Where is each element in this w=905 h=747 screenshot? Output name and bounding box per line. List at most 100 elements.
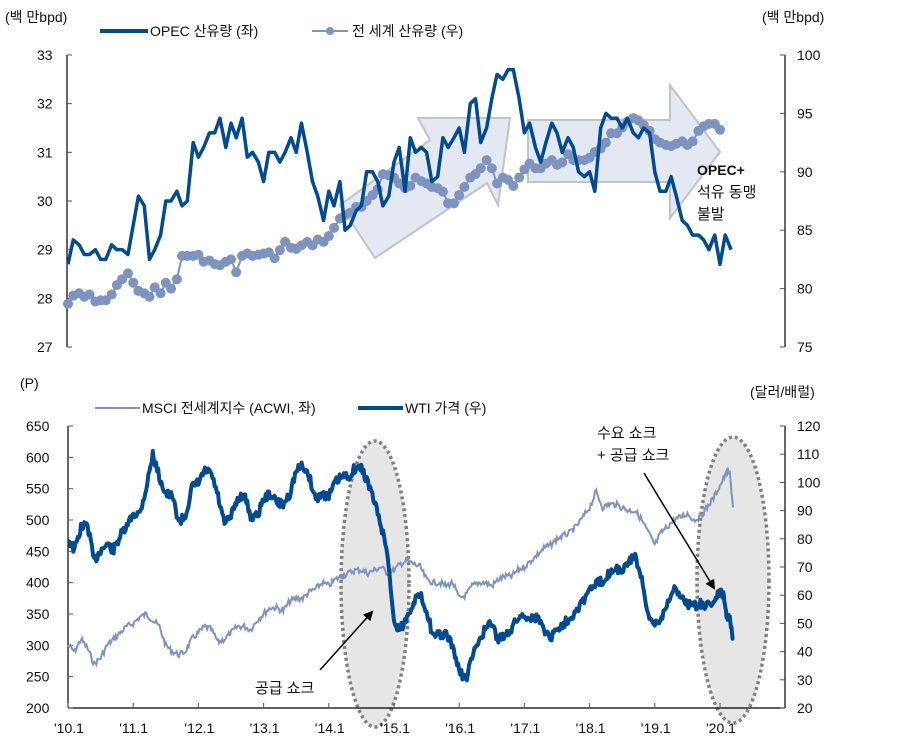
- top-left-tick-label: 30: [37, 193, 53, 209]
- top-left-tick-label: 29: [37, 242, 53, 258]
- world-production-point: [84, 289, 95, 300]
- top-right-tick-label: 75: [797, 339, 813, 355]
- opec-plus-annotation-line2: 석유 동맹: [697, 184, 756, 201]
- bottom-left-tick-label: 600: [26, 449, 50, 465]
- top-right-tick-label: 100: [797, 47, 821, 63]
- bottom-right-unit-label: (달러/배럴): [750, 384, 815, 400]
- world-production-point: [600, 137, 611, 148]
- world-production-point: [687, 136, 698, 147]
- world-production-point: [508, 180, 519, 191]
- bottom-right-tick-label: 90: [797, 503, 813, 519]
- bottom-right-tick-label: 60: [797, 587, 813, 603]
- world-production-point: [448, 198, 459, 209]
- bottom-right-tick-label: 110: [797, 446, 820, 462]
- top-series: [63, 67, 733, 309]
- top-axes: 33 32 31 30 29 28 27 100 95 90 85 80 75: [37, 47, 821, 355]
- bottom-right-tick-label: 70: [797, 559, 813, 575]
- bottom-x-tick-label: '18.1: [576, 720, 606, 736]
- top-left-tick-label: 32: [37, 96, 53, 112]
- world-production-point: [274, 245, 285, 256]
- bottom-x-tick-label: '12.1: [184, 720, 214, 736]
- bottom-left-tick-label: 300: [26, 637, 50, 653]
- world-production-point: [323, 231, 334, 242]
- bottom-left-tick-label: 500: [26, 512, 50, 528]
- demand-shock-label: 수요 쇼크: [597, 425, 656, 442]
- top-right-unit-label: (백 만bpd): [762, 9, 824, 25]
- top-left-tick-label: 33: [37, 47, 53, 63]
- bottom-right-tick-label: 100: [797, 474, 821, 490]
- bottom-left-tick-label: 250: [26, 669, 50, 685]
- world-production-point: [329, 222, 340, 233]
- demand-supply-shock-highlight: [695, 435, 771, 725]
- top-left-tick-label: 27: [37, 339, 53, 355]
- supply-shock-arrow: [319, 610, 374, 671]
- legend-world-label: 전 세계 산유량 (우): [352, 23, 463, 39]
- bottom-chart: (P) (달러/배럴) MSCI 전세계지수 (ACWI, 좌) WTI 가격 …: [20, 375, 821, 736]
- bottom-left-tick-label: 650: [26, 418, 50, 434]
- bottom-left-tick-label: 350: [26, 606, 50, 622]
- bottom-series: [67, 449, 735, 683]
- bottom-right-tick-label: 40: [797, 644, 813, 660]
- top-chart: (백 만bpd) (백 만bpd) OPEC 산유량 (좌) 전 세계 산유량 …: [5, 9, 824, 355]
- bottom-right-tick-label: 50: [797, 615, 813, 631]
- opec-plus-annotation-line3: 불발: [697, 206, 725, 223]
- bottom-left-unit-label: (P): [20, 375, 39, 391]
- top-right-tick-label: 90: [797, 164, 813, 180]
- world-production-point: [269, 253, 280, 264]
- world-production-point: [193, 249, 204, 260]
- bottom-x-tick-label: '10.1: [54, 720, 84, 736]
- bottom-left-tick-label: 550: [26, 481, 50, 497]
- world-production-point: [231, 267, 242, 278]
- bottom-legend: MSCI 전세계지수 (ACWI, 좌) WTI 가격 (우): [95, 400, 486, 416]
- world-production-point: [166, 283, 177, 294]
- bottom-x-tick-label: '15.1: [380, 720, 410, 736]
- legend-world-marker: [326, 27, 334, 35]
- top-right-tick-label: 85: [797, 222, 813, 238]
- world-production-point: [144, 291, 155, 302]
- wti-price-line: [67, 449, 735, 683]
- bottom-x-tick-label: '16.1: [445, 720, 475, 736]
- supply-shock-label: 공급 쇼크: [255, 680, 314, 697]
- demand-shock-label-line2: + 공급 쇼크: [597, 447, 669, 464]
- legend-opec-label: OPEC 산유량 (좌): [150, 23, 258, 39]
- world-production-point: [106, 289, 117, 300]
- world-production-point: [155, 288, 166, 299]
- opec-plus-annotation: OPEC+: [697, 162, 745, 178]
- world-production-point: [486, 163, 497, 174]
- world-production-point: [454, 190, 465, 201]
- bottom-right-tick-label: 120: [797, 418, 821, 434]
- world-production-point: [226, 254, 236, 265]
- top-legend: OPEC 산유량 (좌) 전 세계 산유량 (우): [100, 23, 463, 39]
- demand-supply-shock-arrow: [643, 472, 716, 590]
- bottom-right-tick-label: 80: [797, 531, 813, 547]
- bottom-x-tick-label: '20.1: [706, 720, 736, 736]
- top-left-unit-label: (백 만bpd): [5, 9, 67, 25]
- top-left-tick-label: 28: [37, 290, 53, 306]
- legend-wti-label: WTI 가격 (우): [405, 400, 486, 416]
- world-production-point: [481, 155, 492, 166]
- legend-msci-label: MSCI 전세계지수 (ACWI, 좌): [142, 400, 316, 416]
- bottom-x-tick-label: '17.1: [510, 720, 540, 736]
- bottom-x-tick-label: '19.1: [641, 720, 671, 736]
- world-production-point: [63, 298, 73, 309]
- top-right-tick-label: 95: [797, 105, 813, 121]
- bottom-right-tick-label: 20: [797, 700, 813, 716]
- top-left-tick-label: 31: [37, 144, 53, 160]
- msci-acwi-line: [67, 466, 734, 668]
- bottom-x-tick-label: '13.1: [250, 720, 280, 736]
- opec-production-line: [66, 67, 733, 267]
- world-production-point: [557, 157, 568, 168]
- world-production-point: [437, 186, 448, 197]
- world-production-point: [715, 124, 725, 135]
- top-right-tick-label: 80: [797, 281, 813, 297]
- world-production-point: [459, 181, 470, 192]
- bottom-left-tick-label: 400: [26, 575, 50, 591]
- world-production-point: [122, 268, 133, 279]
- bottom-left-tick-label: 200: [26, 700, 50, 716]
- plateau-arrow: [527, 81, 722, 221]
- bottom-x-tick-label: '14.1: [315, 720, 345, 736]
- world-production-point: [514, 172, 525, 183]
- world-production-point: [128, 277, 139, 288]
- bottom-right-tick-label: 30: [797, 672, 813, 688]
